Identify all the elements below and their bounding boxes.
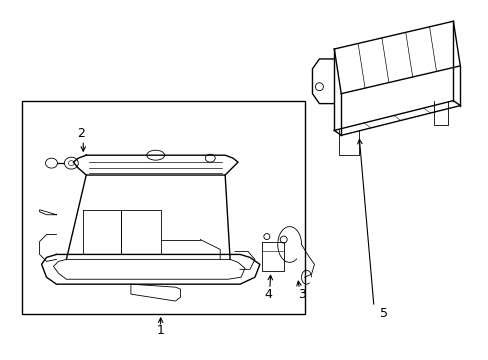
Text: 4: 4 [264,288,271,301]
Text: 3: 3 [297,288,305,301]
Bar [21,100,304,314]
Text: 2: 2 [77,127,85,140]
Text: 5: 5 [379,307,387,320]
Text: 1: 1 [156,324,164,337]
